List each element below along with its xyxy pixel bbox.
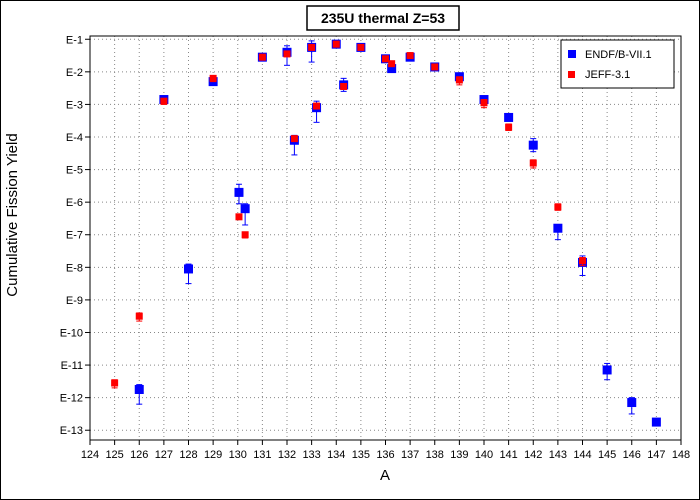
y-tick-label: E-8 (66, 262, 83, 274)
data-point-endf (234, 187, 244, 197)
legend-label-endf: ENDF/B-VII.1 (585, 49, 652, 61)
data-point-jeff (209, 74, 217, 82)
x-tick-label: 137 (401, 449, 419, 461)
x-tick-label: 135 (352, 449, 370, 461)
x-tick-label: 139 (450, 449, 468, 461)
x-tick-label: 125 (105, 449, 123, 461)
legend-swatch-jeff (568, 71, 575, 78)
x-tick-label: 136 (376, 449, 394, 461)
x-tick-label: 140 (475, 449, 493, 461)
y-tick-label: E-1 (66, 34, 83, 46)
data-point-endf (387, 64, 397, 74)
data-point-endf (627, 398, 637, 408)
data-point-jeff (480, 99, 488, 107)
data-point-jeff (505, 123, 513, 131)
x-tick-label: 147 (647, 449, 665, 461)
data-point-jeff (554, 203, 562, 211)
data-point-endf (528, 140, 538, 150)
y-tick-label: E-13 (60, 425, 83, 437)
x-tick-label: 142 (524, 449, 542, 461)
y-tick-label: E-9 (66, 295, 83, 307)
data-point-jeff (241, 231, 249, 239)
data-point-jeff (431, 63, 439, 71)
x-tick-label: 133 (302, 449, 320, 461)
data-point-endf (240, 204, 250, 214)
x-tick-label: 126 (130, 449, 148, 461)
x-tick-label: 130 (229, 449, 247, 461)
chart-title-box: 235U thermal Z=53 (306, 5, 460, 31)
data-point-jeff (160, 97, 168, 105)
y-tick-label: E-2 (66, 67, 83, 79)
data-point-jeff (111, 379, 119, 387)
data-point-jeff (406, 52, 414, 60)
x-tick-label: 141 (499, 449, 517, 461)
legend: ENDF/B-VII.1 JEFF-3.1 (560, 39, 675, 89)
data-point-jeff (382, 55, 389, 63)
x-tick-label: 128 (179, 449, 197, 461)
data-point-jeff (235, 213, 243, 221)
data-marks (111, 39, 661, 427)
y-tick-label: E-6 (66, 197, 83, 209)
data-point-jeff (332, 40, 340, 48)
chart-title: 235U thermal Z=53 (321, 10, 445, 26)
data-point-endf (651, 417, 661, 427)
x-tick-label: 129 (204, 449, 222, 461)
x-tick-label: 144 (573, 449, 591, 461)
x-tick-label: 145 (598, 449, 616, 461)
legend-label-jeff: JEFF-3.1 (585, 69, 630, 81)
x-tick-label: 134 (327, 449, 345, 461)
grid-lines (90, 36, 681, 440)
x-tick-label: 138 (426, 449, 444, 461)
legend-swatch-endf (568, 50, 576, 58)
x-tick-label: 148 (672, 449, 690, 461)
data-point-endf (184, 264, 193, 274)
x-tick-label: 143 (549, 449, 567, 461)
x-axis: 124 125 126 127 128 129 130 131 132 133 134 135 136 1… (81, 440, 690, 461)
data-point-jeff (283, 50, 291, 58)
x-axis-label: A (380, 467, 390, 484)
y-axis: E-1 E-2 E-3 E-4 E-5 E-6 E-7 E-8 E-9 E-10 E-11 E-12 E… (60, 34, 90, 437)
data-point-endf (602, 365, 612, 375)
y-tick-label: E-4 (66, 132, 83, 144)
data-point-jeff (455, 76, 463, 84)
x-tick-label: 132 (278, 449, 296, 461)
y-tick-label: E-11 (61, 360, 83, 372)
y-axis-label: Cumulative Fission Yield (4, 133, 21, 296)
data-point-endf (553, 223, 563, 233)
x-tick-label: 131 (253, 449, 271, 461)
data-point-endf (134, 385, 144, 394)
x-tick-label: 146 (623, 449, 641, 461)
y-tick-label: E-3 (66, 99, 83, 111)
y-tick-label: E-12 (60, 393, 83, 405)
data-point-jeff (388, 60, 396, 68)
x-tick-label: 124 (81, 449, 99, 461)
data-point-jeff (258, 53, 266, 61)
y-tick-label: E-7 (66, 230, 83, 242)
data-point-jeff (313, 102, 321, 110)
data-point-jeff (308, 43, 316, 51)
y-tick-label: E-10 (60, 327, 83, 339)
data-point-endf (504, 112, 514, 122)
y-tick-label: E-5 (66, 165, 83, 177)
data-point-jeff (340, 83, 348, 90)
data-point-jeff (357, 43, 365, 51)
x-tick-label: 127 (155, 449, 173, 461)
data-point-jeff (135, 312, 143, 320)
data-point-jeff (290, 135, 298, 143)
data-point-jeff (529, 159, 537, 167)
data-point-jeff (579, 257, 586, 265)
